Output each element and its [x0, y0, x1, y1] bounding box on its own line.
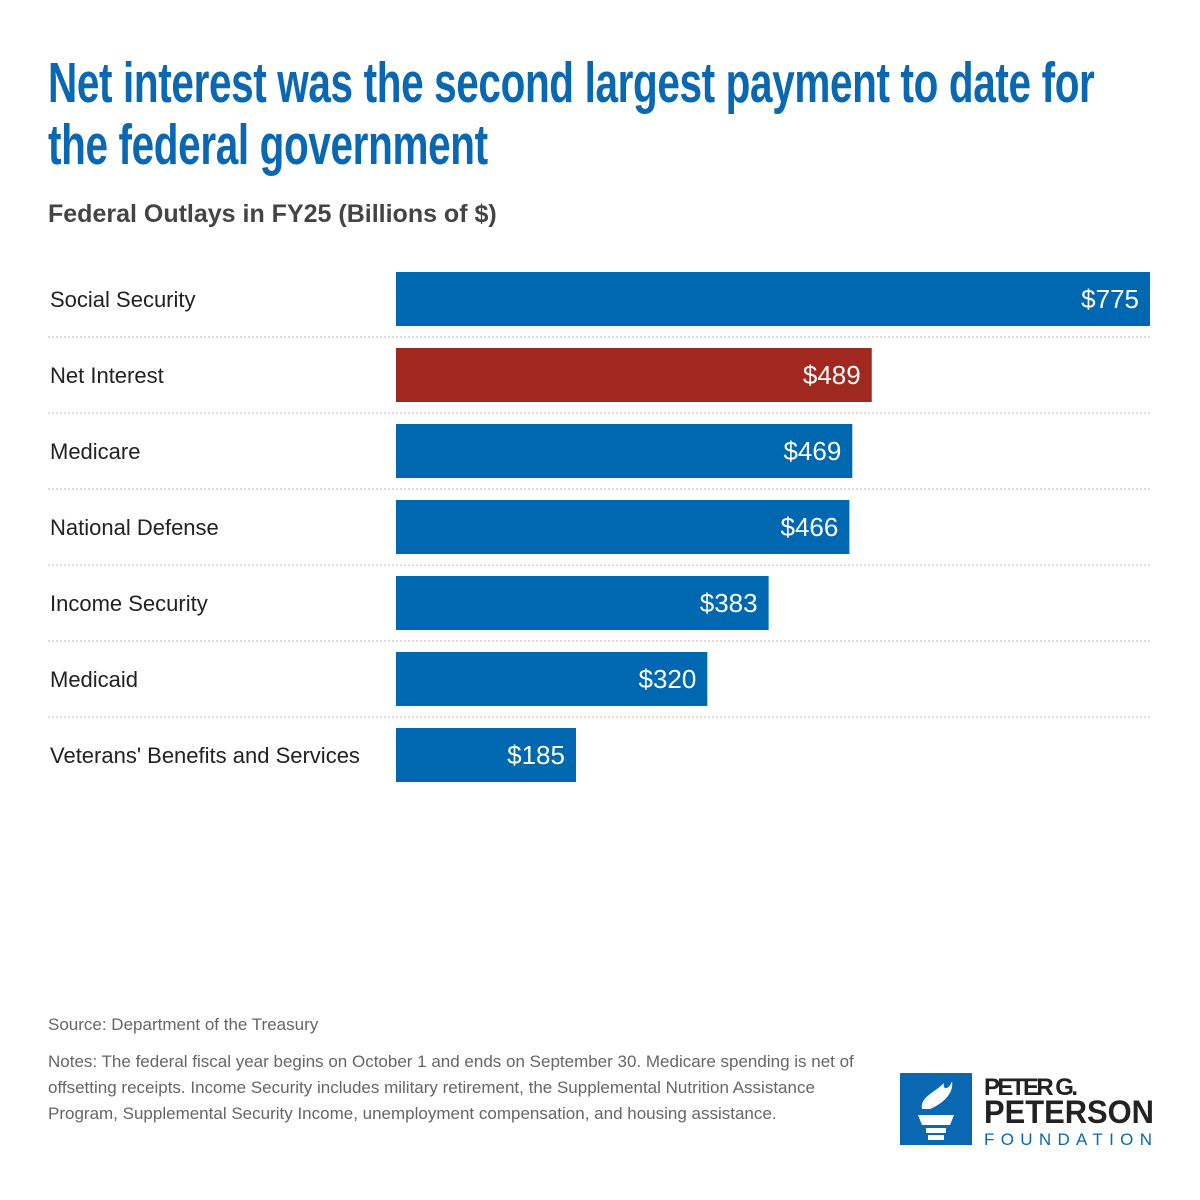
bar [396, 728, 576, 782]
chart-title: Net interest was the second largest paym… [48, 51, 1095, 177]
value-label: $320 [638, 664, 696, 694]
bar [396, 576, 769, 630]
chart-subtitle: Federal Outlays in FY25 (Billions of $) [48, 200, 497, 228]
value-label: $466 [781, 512, 839, 542]
notes: Notes: The federal fiscal year begins on… [48, 1052, 854, 1123]
category-label: Social Security [50, 287, 196, 312]
logo-line3: FOUNDATION [984, 1130, 1152, 1149]
source-note: Source: Department of the Treasury [48, 1015, 319, 1034]
logo-line2: PETERSON [984, 1094, 1154, 1130]
value-label: $185 [507, 740, 565, 770]
value-label: $383 [700, 588, 758, 618]
bar [396, 500, 850, 554]
category-label: Medicare [50, 439, 140, 464]
bar [396, 652, 708, 706]
category-label: Income Security [50, 591, 208, 616]
category-label: National Defense [50, 515, 219, 540]
logo-line1: PETER G. [984, 1074, 1078, 1101]
bar [396, 272, 1150, 326]
bar [396, 424, 853, 478]
peterson-foundation-logo: PETER G. PETERSON FOUNDATION [900, 1073, 1154, 1149]
value-label: $775 [1081, 284, 1139, 314]
category-label: Veterans' Benefits and Services [50, 743, 360, 768]
torch-icon [900, 1073, 972, 1145]
category-label: Medicaid [50, 667, 138, 692]
value-label: $469 [783, 436, 841, 466]
category-label: Net Interest [50, 363, 164, 388]
value-label: $489 [803, 360, 861, 390]
bar [396, 348, 872, 402]
